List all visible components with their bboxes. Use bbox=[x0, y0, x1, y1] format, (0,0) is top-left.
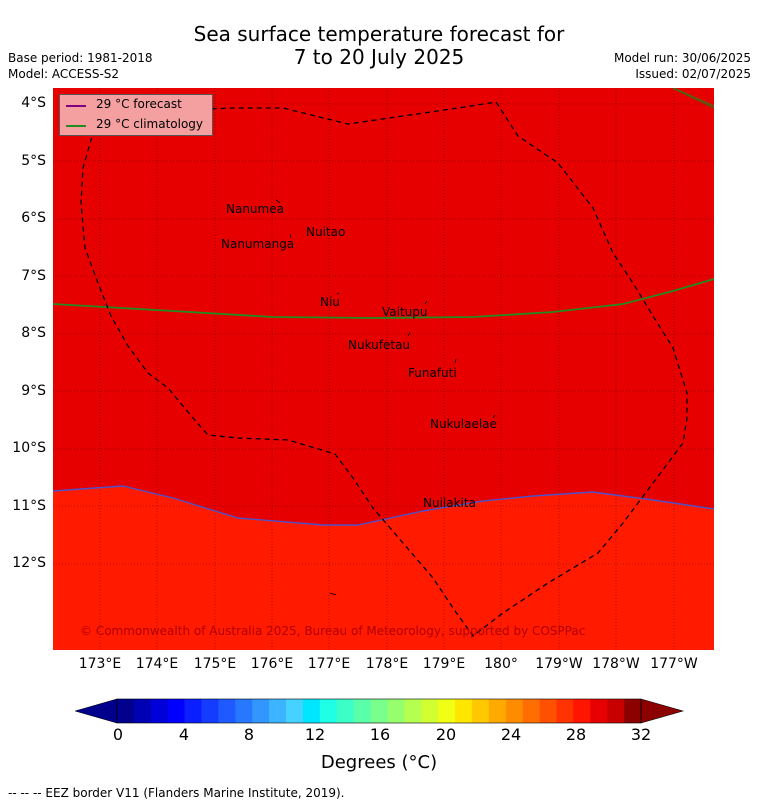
colorbar-cell bbox=[421, 699, 439, 723]
colorbar-tick-12: 12 bbox=[304, 725, 326, 744]
model-run-text: Model run: 30/06/2025 bbox=[613, 51, 751, 65]
copyright-text: © Commonwealth of Australia 2025, Bureau… bbox=[80, 624, 586, 638]
colorbar-tick-32: 32 bbox=[630, 725, 652, 744]
colorbar-cell bbox=[438, 699, 456, 723]
colorbar-cell bbox=[302, 699, 321, 723]
colorbar-cell bbox=[505, 699, 523, 723]
island-label-nukulaelae: Nukulaelae bbox=[430, 417, 497, 431]
colorbar-cell bbox=[522, 699, 540, 723]
lat-label-5s: 5°S bbox=[21, 153, 46, 169]
colorbar-cell bbox=[590, 699, 608, 723]
lon-label-173e: 173°E bbox=[78, 656, 122, 672]
lon-label-178e: 178°E bbox=[365, 656, 409, 672]
south-region-fill bbox=[53, 486, 714, 650]
colorbar-cell bbox=[573, 699, 591, 723]
lat-label-9s: 9°S bbox=[21, 383, 46, 399]
colorbar-cell bbox=[269, 699, 287, 723]
lon-label-174e: 174°E bbox=[135, 656, 179, 672]
colorbar-cell bbox=[607, 699, 625, 723]
colorbar-cell bbox=[252, 699, 270, 723]
lon-label-175e: 175°E bbox=[193, 656, 237, 672]
sst-map-svg bbox=[53, 88, 714, 650]
island-label-vaitupu: Vaitupu bbox=[382, 305, 428, 319]
colorbar-units-label: Degrees (°C) bbox=[320, 752, 438, 773]
map-legend: 29 °C forecast 29 °C climatology bbox=[59, 94, 213, 136]
colorbar-cell bbox=[624, 699, 642, 723]
colorbar-cell bbox=[117, 699, 135, 723]
colorbar-tick-24: 24 bbox=[500, 725, 522, 744]
colorbar-cell bbox=[184, 699, 202, 723]
colorbar-high-arrow bbox=[640, 698, 685, 724]
colorbar-tick-4: 4 bbox=[178, 725, 190, 744]
colorbar-cell bbox=[133, 699, 152, 723]
colorbar-tick-0: 0 bbox=[112, 725, 124, 744]
colorbar-cell bbox=[150, 699, 169, 723]
colorbar-cell bbox=[404, 699, 422, 723]
lat-label-6s: 6°S bbox=[21, 210, 46, 226]
map-title-line1: Sea surface temperature forecast for bbox=[193, 22, 565, 46]
graticule bbox=[53, 88, 714, 650]
island-label-nanumanga: Nanumanga bbox=[221, 237, 295, 251]
colorbar-cell bbox=[167, 699, 185, 723]
lon-label-179w: 179°W bbox=[535, 656, 583, 672]
eez-footnote: -- -- -- EEZ border V11 (Flanders Marine… bbox=[8, 786, 345, 800]
colorbar-tick-16: 16 bbox=[369, 725, 391, 744]
island-label-funafuti: Funafuti bbox=[408, 366, 457, 380]
model-text: Model: ACCESS-S2 bbox=[8, 67, 120, 81]
lat-label-8s: 8°S bbox=[21, 325, 46, 341]
eez-border bbox=[80, 101, 688, 637]
lon-label-176e: 176°E bbox=[250, 656, 294, 672]
map-title-line2: 7 to 20 July 2025 bbox=[293, 45, 465, 69]
colorbar-cell bbox=[336, 699, 354, 723]
climatology-legend-label: 29 °C climatology bbox=[96, 117, 204, 131]
colorbar-cell bbox=[286, 699, 304, 723]
colorbar-cell bbox=[201, 699, 219, 723]
lat-label-10s: 10°S bbox=[12, 440, 46, 456]
issued-text: Issued: 02/07/2025 bbox=[635, 67, 751, 81]
lon-label-177e: 177°E bbox=[307, 656, 351, 672]
base-period-text: Base period: 1981-2018 bbox=[8, 51, 153, 65]
forecast-29c-contour bbox=[53, 485, 714, 526]
colorbar-cell bbox=[319, 699, 338, 723]
lon-label-180: 180° bbox=[484, 656, 518, 672]
colorbar-tick-8: 8 bbox=[243, 725, 255, 744]
colorbar-cell bbox=[539, 699, 557, 723]
lat-label-4s: 4°S bbox=[21, 95, 46, 111]
colorbar-cell bbox=[218, 699, 236, 723]
colorbar-cell bbox=[556, 699, 574, 723]
sst-map: Nanumea Nuitao Nanumanga Niu Vaitupu Nuk… bbox=[53, 88, 714, 650]
colorbar-cell bbox=[387, 699, 405, 723]
lon-label-178w: 178°W bbox=[592, 656, 640, 672]
island-label-nuitao: Nuitao bbox=[306, 225, 346, 239]
colorbar-cell bbox=[353, 699, 371, 723]
lat-label-7s: 7°S bbox=[21, 268, 46, 284]
island-label-niu: Niu bbox=[320, 295, 340, 309]
temperature-colorbar bbox=[75, 698, 685, 724]
colorbar-frame bbox=[116, 698, 642, 724]
colorbar-tick-20: 20 bbox=[435, 725, 457, 744]
colorbar-cell bbox=[488, 699, 507, 723]
lon-label-177w: 177°W bbox=[650, 656, 698, 672]
colorbar-tick-28: 28 bbox=[565, 725, 587, 744]
colorbar-low-arrow bbox=[75, 698, 118, 724]
island-label-nanumea: Nanumea bbox=[226, 202, 284, 216]
climatology-29c-contour bbox=[53, 278, 714, 319]
forecast-legend-label: 29 °C forecast bbox=[96, 97, 182, 111]
colorbar-cell bbox=[370, 699, 388, 723]
colorbar-cell bbox=[235, 699, 253, 723]
colorbar-cell bbox=[471, 699, 490, 723]
lon-label-179e: 179°E bbox=[422, 656, 466, 672]
climatology-29c-contour-north bbox=[672, 88, 714, 107]
colorbar-cells bbox=[117, 699, 642, 723]
forecast-legend-swatch bbox=[66, 105, 86, 107]
climatology-legend-swatch bbox=[66, 125, 86, 127]
island-label-nukufetau: Nukufetau bbox=[348, 338, 411, 352]
lat-label-11s: 11°S bbox=[12, 498, 46, 514]
island-outlines bbox=[275, 199, 496, 595]
island-label-nuilakita: Nuilakita bbox=[423, 496, 476, 510]
colorbar-cell bbox=[455, 699, 473, 723]
lat-label-12s: 12°S bbox=[12, 555, 46, 571]
